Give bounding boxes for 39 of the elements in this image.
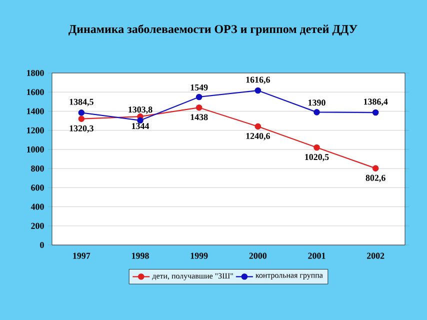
y-tick-label: 0 bbox=[40, 242, 44, 248]
y-tick-label: 400 bbox=[30, 204, 44, 210]
x-tick-label: 2002 bbox=[366, 252, 384, 259]
point bbox=[254, 123, 262, 130]
x-tick-label: 1999 bbox=[190, 252, 208, 259]
y-tick-label: 200 bbox=[31, 222, 44, 229]
data-label: 1020,5 bbox=[305, 154, 329, 162]
point bbox=[196, 104, 202, 111]
data-label: 1384,5 bbox=[70, 98, 94, 106]
data-label: 1303,8 bbox=[128, 106, 152, 114]
data-label: 1438 bbox=[190, 114, 208, 120]
y-tick-label: 1200 bbox=[27, 127, 44, 134]
point bbox=[372, 165, 379, 172]
y-tick-label: 600 bbox=[31, 184, 44, 191]
data-label: 1549 bbox=[190, 84, 208, 90]
data-label: 1390 bbox=[308, 100, 326, 106]
data-label: 1344 bbox=[132, 123, 150, 130]
y-tick-label: 1000 bbox=[27, 146, 44, 152]
y-tick-label: 1600 bbox=[27, 89, 44, 96]
y-tick-label: 800 bbox=[31, 166, 44, 172]
x-tick-label: 2001 bbox=[308, 252, 326, 259]
data-label: 1320,3 bbox=[70, 125, 94, 133]
point bbox=[254, 87, 262, 94]
point bbox=[196, 94, 202, 100]
y-tick-label: 1400 bbox=[27, 108, 44, 114]
x-tick-label: 1997 bbox=[73, 252, 90, 259]
x-tick-label: 2000 bbox=[249, 252, 267, 259]
x-tick-label: 1998 bbox=[132, 252, 149, 259]
point bbox=[78, 116, 85, 122]
point bbox=[78, 110, 85, 116]
point bbox=[314, 109, 320, 116]
point bbox=[314, 144, 320, 151]
data-label: 1616,6 bbox=[246, 76, 270, 84]
chart-title: Динамика заболеваемости ОРЗ и гриппом детей ДДУ bbox=[68, 24, 358, 36]
y-tick-label: 1800 bbox=[27, 70, 44, 76]
point bbox=[372, 109, 379, 116]
data-label: 802,6 bbox=[366, 174, 386, 182]
data-label: 1386,4 bbox=[364, 98, 388, 106]
data-label: 1240,6 bbox=[246, 132, 270, 140]
